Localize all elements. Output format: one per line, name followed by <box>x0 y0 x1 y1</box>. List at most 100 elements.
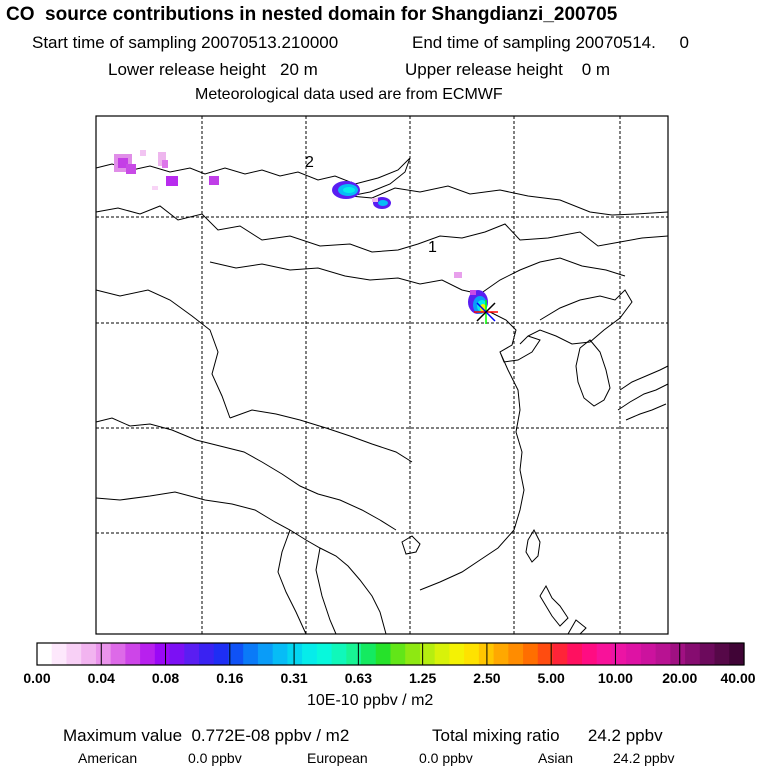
colorbar-swatch <box>581 643 598 665</box>
maximum-value: Maximum value 0.772E-08 ppbv / m2 <box>63 726 350 745</box>
plume-patch <box>166 176 178 186</box>
southeast-asia-coast <box>95 491 387 635</box>
map-frame <box>95 115 669 635</box>
colorbar-tick-label: 0.08 <box>151 670 180 686</box>
colorbar-swatch <box>434 643 451 665</box>
colorbar-swatch <box>449 643 465 665</box>
plume-patch <box>118 158 128 168</box>
colorbar-swatch <box>125 643 141 665</box>
colorbar-swatch <box>537 643 554 665</box>
meteorological-data-source: Meteorological data used are from ECMWF <box>195 86 503 103</box>
colorbar-swatch <box>523 643 539 665</box>
colorbar-swatch <box>699 643 716 665</box>
lat-lon-grid <box>96 116 668 634</box>
colorbar-swatch <box>611 643 627 665</box>
asian-value: 24.2 ppbv <box>613 750 675 766</box>
colorbar-swatch <box>552 643 568 665</box>
american-label: American <box>78 750 138 766</box>
colorbar-swatch <box>272 643 288 665</box>
colorbar-tick-label: 1.25 <box>409 670 437 686</box>
colorbar-swatch <box>346 643 362 665</box>
colorbar-swatch <box>243 643 259 665</box>
colorbar-tick-label: 0.04 <box>87 670 115 686</box>
start-sampling-time: Start time of sampling 20070513.210000 <box>32 33 339 52</box>
colorbar-swatch <box>596 643 613 665</box>
colorbar-swatch <box>685 643 701 665</box>
colorbar-tick-label: 2.50 <box>473 670 501 686</box>
colorbar-swatch <box>287 643 303 665</box>
colorbar-tick-label: 0.31 <box>280 670 308 686</box>
colorbar-swatch <box>81 643 97 665</box>
colorbar-swatch <box>390 643 406 665</box>
total-mixing-ratio: Total mixing ratio 24.2 ppbv <box>432 726 663 745</box>
colorbar-swatch <box>655 643 671 665</box>
colorbar-swatch <box>302 643 318 665</box>
plume-patch <box>152 186 158 190</box>
colorbar-swatch <box>419 643 436 665</box>
colorbar-swatch <box>714 643 730 665</box>
colorbar-swatch <box>626 643 642 665</box>
colorbar-swatch <box>140 643 156 665</box>
colorbar-swatch <box>51 643 68 665</box>
plume-patch <box>162 160 168 168</box>
cluster-label-1: 1 <box>428 239 437 256</box>
plume-patch <box>454 272 462 278</box>
philippines-coast <box>539 584 587 635</box>
colorbar-swatch <box>95 643 112 665</box>
china-mongolia-border <box>209 257 626 295</box>
colorbar-swatch <box>199 643 215 665</box>
colorbar-swatch <box>508 643 524 665</box>
colorbar-tick-label: 0.63 <box>344 670 372 686</box>
colorbar-swatch <box>110 643 126 665</box>
colorbar-swatch <box>729 643 745 665</box>
colorbar-swatch <box>670 643 686 665</box>
plume-patch <box>140 150 146 156</box>
receptor-star-marker <box>474 300 498 324</box>
colorbar-swatch <box>331 643 347 665</box>
colorbar-tick-label: 0.16 <box>216 670 244 686</box>
mongolia-russia-border <box>95 205 669 253</box>
plume-patch <box>378 200 388 206</box>
plume-patch <box>343 187 355 193</box>
korean-peninsula <box>575 339 611 407</box>
american-value: 0.0 ppbv <box>188 750 242 766</box>
colorbar-swatch <box>464 643 480 665</box>
colorbar-tick-label: 40.00 <box>720 670 756 686</box>
upper-release-height: Upper release height 0 m <box>405 60 611 79</box>
colorbar-swatch <box>640 643 657 665</box>
cluster-label-2: 2 <box>305 154 314 171</box>
european-label: European <box>307 750 368 766</box>
bohai-coast <box>419 311 541 591</box>
colorbar-tick-label: 0.00 <box>23 670 51 686</box>
colorbar-swatch <box>375 643 392 665</box>
colorbar-swatch <box>257 643 274 665</box>
colorbar-tick-label: 5.00 <box>537 670 565 686</box>
plume-patch <box>158 152 166 166</box>
asian-label: Asian <box>538 750 574 766</box>
colorbar-swatch <box>37 643 53 665</box>
colorbar-swatch <box>567 643 583 665</box>
plume-patch <box>470 290 476 295</box>
japan-coast <box>617 365 669 421</box>
taiwan-island <box>525 528 541 563</box>
lower-release-height: Lower release height 20 m <box>108 60 318 79</box>
colorbar-frame <box>36 642 745 666</box>
colorbar-swatch <box>228 643 244 665</box>
colorbar-tick-label: 20.00 <box>662 670 698 686</box>
plume-patch <box>126 164 136 174</box>
colorbar-swatch <box>66 643 82 665</box>
colorbar-swatch <box>213 643 230 665</box>
map-title: CO source contributions in nested domain… <box>6 4 618 25</box>
colorbar-swatch <box>493 643 509 665</box>
colorbar-swatch <box>169 643 185 665</box>
end-sampling-time: End time of sampling 20070514. 0 <box>412 33 689 52</box>
colorbar-swatch <box>361 643 377 665</box>
colorbar-tick-label: 10.00 <box>597 670 633 686</box>
plume-patch <box>372 198 378 202</box>
colorbar-swatch <box>154 643 171 665</box>
india-china-border <box>95 417 397 531</box>
colorbar-swatch <box>405 643 421 665</box>
european-value: 0.0 ppbv <box>419 750 473 766</box>
